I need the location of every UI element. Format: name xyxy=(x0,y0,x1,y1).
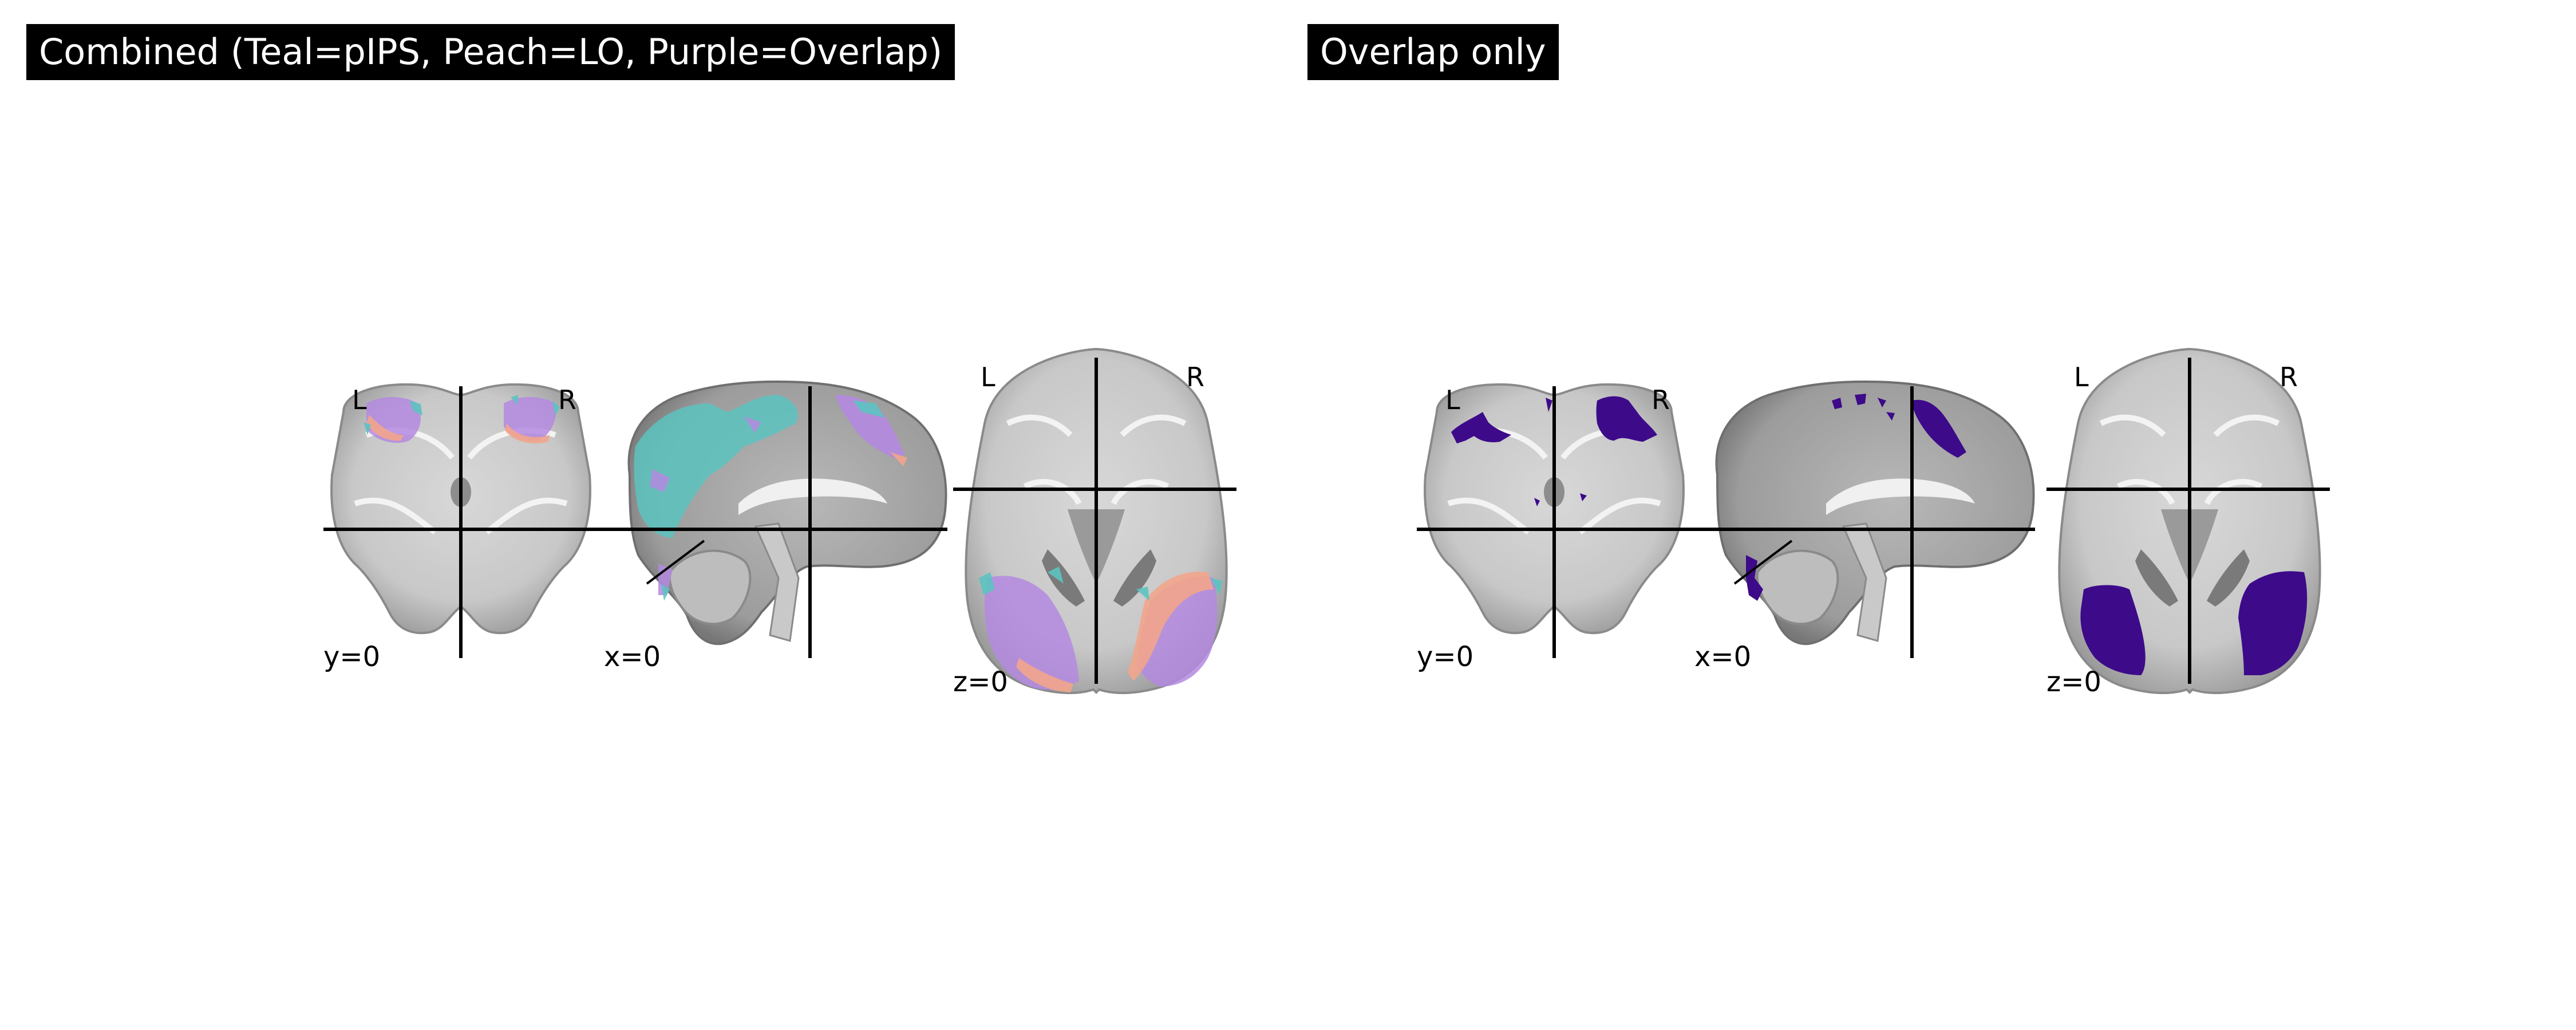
axial-overlap-left xyxy=(2080,585,2146,675)
axial-right-label: R xyxy=(1186,362,1204,393)
coronal-slice-combined xyxy=(323,383,630,658)
panel-combined xyxy=(323,347,1236,694)
sagittal-cut-label: x=0 xyxy=(1694,641,1752,673)
sagittal-overlay-purple xyxy=(836,395,904,458)
axial-cut-label: z=0 xyxy=(2046,666,2101,698)
coronal-overlap-left xyxy=(1451,412,1511,443)
sagittal-slice-overlap xyxy=(1715,381,2035,658)
axial-left-label: L xyxy=(2074,362,2089,393)
coronal-left-label: L xyxy=(1445,385,1460,415)
sagittal-overlap-region xyxy=(1912,399,1966,458)
axial-overlap-right xyxy=(2238,571,2308,675)
coronal-overlap-right xyxy=(1596,396,1657,442)
coronal-overlay-right xyxy=(504,397,556,441)
coronal-right-label: R xyxy=(558,385,576,415)
coronal-slice-overlap xyxy=(1417,383,1723,658)
panel-title-overlap-only: Overlap only xyxy=(1307,24,1559,80)
panel-title-combined: Combined (Teal=pIPS, Peach=LO, Purple=Ov… xyxy=(26,24,955,80)
axial-left-label: L xyxy=(981,362,995,393)
axial-overlay-left xyxy=(984,576,1079,690)
coronal-cut-label: y=0 xyxy=(1417,641,1474,673)
sagittal-overlay-teal xyxy=(634,395,798,538)
axial-right-label: R xyxy=(2279,362,2298,393)
axial-slice-overlap xyxy=(2046,347,2330,694)
panel-overlap-only xyxy=(1417,347,2330,694)
axial-cut-label: z=0 xyxy=(953,666,1008,698)
sagittal-cut-label: x=0 xyxy=(604,641,661,673)
sagittal-slice-combined xyxy=(627,381,947,658)
coronal-cut-label: y=0 xyxy=(323,641,381,673)
coronal-left-label: L xyxy=(352,385,367,415)
coronal-right-label: R xyxy=(1652,385,1670,415)
axial-slice-combined xyxy=(953,347,1236,694)
